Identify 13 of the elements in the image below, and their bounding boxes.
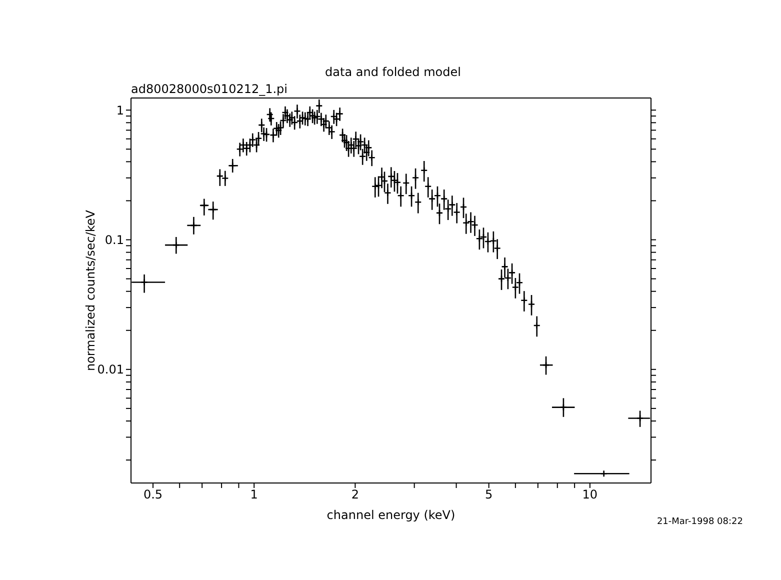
x-axis-title: channel energy (keV) <box>326 508 456 522</box>
y-tick-label: 1 <box>116 103 124 118</box>
text: 21-Mar-1998 08:22 <box>656 517 743 527</box>
x-tick-label: 10 <box>582 488 598 502</box>
y-tick-label: 0.01 <box>97 362 124 377</box>
chart-title: data and folded model <box>324 65 462 79</box>
y-tick-label: 0.1 <box>104 233 124 248</box>
x-tick-label: 1 <box>250 488 258 502</box>
x-tick-label: 5 <box>485 488 493 502</box>
x-tick-label: 2 <box>351 488 360 502</box>
x-tick-label: 0.5 <box>143 488 163 502</box>
y-axis-title: normalized counts/sec/keV <box>83 209 98 372</box>
chart-subtitle: ad80028000s010212_1.pi <box>131 82 288 96</box>
